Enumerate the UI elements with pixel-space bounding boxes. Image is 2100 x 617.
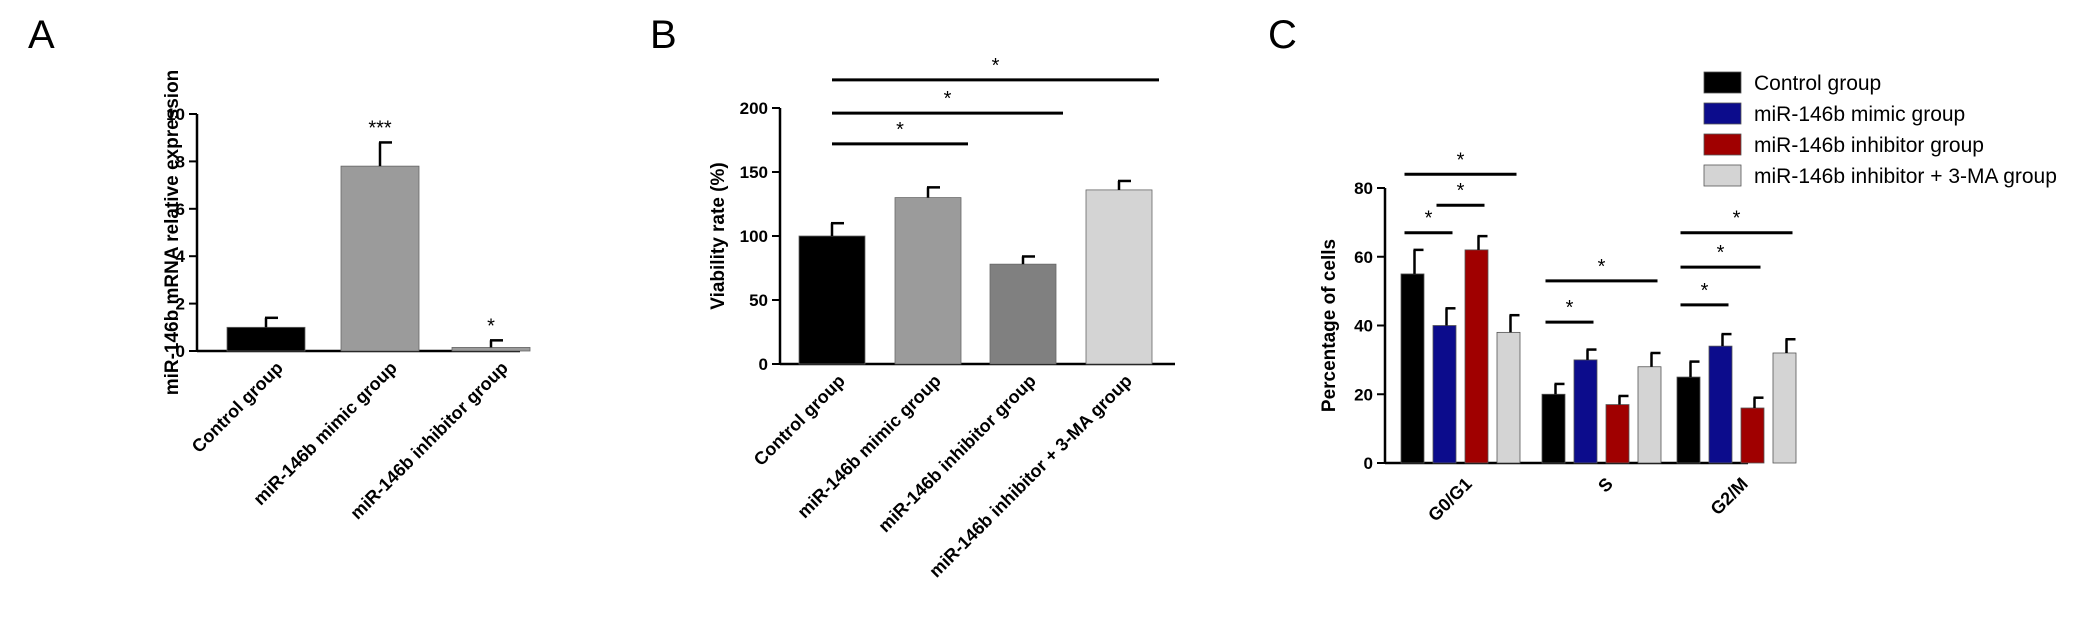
significance-bracket-c-label: *	[1717, 242, 1725, 264]
y-tick-label-b: 100	[740, 227, 768, 246]
legend-label-mir-146b-inhibitor-group: miR-146b inhibitor group	[1754, 134, 1984, 157]
bar-mir-146b-inhibitor-3-ma-group-g0-g1	[1496, 331, 1521, 464]
legend-label-control-group: Control group	[1754, 72, 1881, 95]
y-tick-label-c: 60	[1354, 248, 1373, 267]
significance-bracket-c-label: *	[1701, 280, 1709, 302]
significance-bracket-b-label: *	[992, 55, 1000, 77]
bar-mir-146b-inhibitor-group-s	[1605, 404, 1630, 464]
bar-mir-146b-inhibitor-3-ma-group-s	[1637, 366, 1662, 464]
y-tick-label-a: 4	[176, 247, 186, 266]
legend-swatch-mir-146b-mimic-group	[1703, 102, 1742, 125]
legend-label-mir-146b-inhibitor-3-ma-group: miR-146b inhibitor + 3-MA group	[1754, 165, 2057, 188]
y-tick-label-a: 2	[176, 295, 185, 314]
bar-mir-146b-mimic-group-g2-m	[1708, 345, 1733, 464]
panel-letter-c: C	[1268, 13, 1297, 57]
significance-label: *	[487, 315, 495, 337]
y-tick-label-b: 0	[759, 355, 768, 374]
y-axis-title-a: miR-146b mRNA relative expression	[162, 70, 183, 396]
bar-control-group	[798, 235, 866, 365]
significance-bracket-b-label: *	[944, 88, 952, 110]
y-tick-label-c: 0	[1364, 454, 1373, 473]
significance-bracket-c-label: *	[1425, 208, 1433, 230]
x-tick-label-b: miR-146b inhibitor + 3-MA group	[925, 371, 1136, 582]
significance-bracket-c-label: *	[1598, 256, 1606, 278]
y-tick-label-c: 80	[1354, 179, 1373, 198]
y-tick-label-a: 0	[176, 342, 185, 361]
chart-panel-b: 0 50 100 150 200 Viability rate (%) Control gr…	[708, 55, 1175, 581]
y-axis-title-c: Percentage of cells	[1319, 239, 1340, 412]
bar-mir-146b-inhibitor-group	[451, 347, 531, 352]
bar-control-group-g2-m	[1676, 376, 1701, 464]
bar-mir-146b-inhibitor-3-ma-group-g2-m	[1772, 352, 1797, 464]
legend-panel-c: Control group miR-146b mimic group miR-146…	[1703, 71, 2057, 188]
significance-bracket-c-label: *	[1733, 208, 1741, 230]
significance-bracket-b-label: *	[896, 119, 904, 141]
x-tick-label-b: Control group	[750, 371, 849, 470]
legend-swatch-control-group	[1703, 71, 1742, 94]
x-tick-label-c: G0/G1	[1424, 474, 1476, 526]
x-tick-label-a: Control group	[188, 358, 287, 457]
significance-bracket-c-label: *	[1457, 180, 1465, 202]
bar-mir-146b-mimic-group-s	[1573, 359, 1598, 464]
y-tick-label-b: 150	[740, 163, 768, 182]
bar-mir-146b-inhibitor-group	[989, 263, 1057, 365]
significance-bracket-c-label: *	[1457, 149, 1465, 171]
legend-label-mir-146b-mimic-group: miR-146b mimic group	[1754, 103, 1965, 126]
bar-mir-146b-inhibitor-group-g0-g1	[1464, 249, 1489, 464]
legend-swatch-mir-146b-inhibitor-3-ma-group	[1703, 164, 1742, 187]
bar-mir-146b-mimic-group-g0-g1	[1432, 325, 1457, 464]
significance-label: ***	[368, 117, 392, 139]
y-tick-label-a: 8	[176, 152, 185, 171]
chart-panel-c: 0 20 40 60 80 Percentage of cells G0/G1 S G2/M * *…	[1319, 149, 1797, 526]
y-tick-label-b: 200	[740, 99, 768, 118]
panel-letter-b: B	[650, 13, 677, 57]
x-tick-label-c: G2/M	[1707, 474, 1752, 519]
y-tick-label-a: 10	[166, 105, 185, 124]
y-tick-label-b: 50	[749, 291, 768, 310]
y-tick-label-c: 20	[1354, 385, 1373, 404]
y-tick-label-c: 40	[1354, 317, 1373, 336]
significance-bracket-c-label: *	[1566, 297, 1574, 319]
bar-mir-146b-mimic-group	[340, 165, 420, 352]
bar-mir-146b-mimic-group	[894, 197, 962, 365]
panel-letter-a: A	[28, 13, 55, 57]
x-tick-label-b: miR-146b inhibitor group	[874, 371, 1039, 536]
bar-mir-146b-inhibitor-group-g2-m	[1740, 407, 1765, 464]
bar-control-group	[226, 326, 306, 352]
x-tick-label-c: S	[1594, 474, 1617, 497]
bar-control-group-s	[1541, 393, 1566, 464]
bar-control-group-g0-g1	[1400, 273, 1425, 464]
legend-swatch-mir-146b-inhibitor-group	[1703, 133, 1742, 156]
y-tick-label-a: 6	[176, 200, 185, 219]
y-axis-title-b: Viability rate (%)	[708, 162, 729, 309]
bar-mir-146b-inhibitor-3-ma-group	[1085, 189, 1153, 365]
